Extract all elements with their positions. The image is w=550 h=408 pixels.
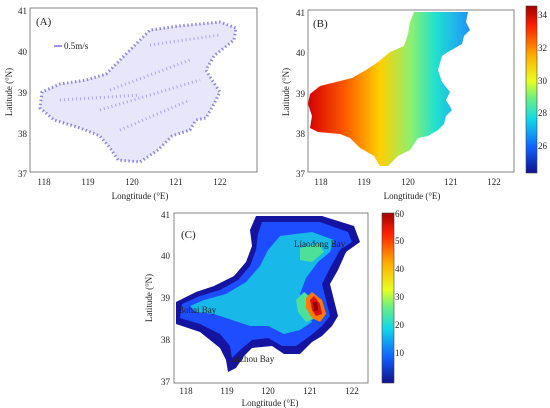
panel-c-colorbar-tick: 60 — [395, 209, 405, 219]
panel-c-colorbar-tick: 30 — [395, 292, 405, 302]
panel-b-colorbar-tick: 26 — [538, 141, 548, 151]
panel-b-colorbar-tick: 30 — [538, 76, 548, 86]
panel-a-xlabel: Longtitude (°E) — [112, 191, 169, 201]
panel-b-ytick: 40 — [296, 48, 306, 58]
place-label-bohai-bay: Bohai Bay — [178, 305, 217, 315]
panel-a-ytick: 37 — [18, 169, 28, 179]
panel-a-ytick: 41 — [18, 6, 27, 16]
panel-c-colorbar-tick: 50 — [395, 236, 405, 246]
panel-b-x-ticks: 118 119 120 121 122 — [314, 177, 500, 187]
panel-c-ytick: 41 — [161, 210, 170, 220]
panel-a: (A) 0.5m/s 118 119 120 121 122 41 40 39 … — [4, 6, 258, 201]
panel-a-xtick: 119 — [81, 177, 95, 187]
panel-a-ytick: 39 — [18, 88, 28, 98]
panel-b-xtick: 118 — [314, 177, 328, 187]
panel-b-xtick: 119 — [357, 177, 371, 187]
panel-b-label: (B) — [313, 18, 328, 30]
panel-c: (C) Liaodong Bay Bohai Bay Laizhou Bay 6… — [144, 209, 405, 408]
panel-c-xtick: 121 — [303, 386, 317, 396]
panel-b-ylabel: Latitude (°N) — [281, 68, 291, 116]
panel-c-label: (C) — [181, 229, 196, 241]
panel-c-ytick: 38 — [161, 335, 171, 345]
panel-b-xtick: 122 — [487, 177, 501, 187]
panel-b-colorbar-tick: 32 — [538, 43, 547, 53]
panel-b-ytick: 37 — [296, 169, 306, 179]
panel-c-colorbar — [381, 212, 395, 384]
panel-c-y-ticks: 41 40 39 38 37 — [161, 210, 171, 387]
panel-b-y-ticks: 41 40 39 38 37 — [296, 8, 306, 179]
panel-b-xtick: 121 — [444, 177, 458, 187]
panel-a-x-ticks: 118 119 120 121 122 — [37, 177, 226, 187]
panel-b-ytick: 39 — [296, 89, 306, 99]
panel-a-ylabel: Latitude (°N) — [4, 68, 14, 116]
panel-b-xtick: 120 — [401, 177, 415, 187]
panel-c-xtick: 119 — [220, 386, 234, 396]
panel-b: (B) 34 32 30 28 26 118 119 120 121 122 4… — [281, 5, 548, 201]
panel-b-colorbar-tick: 28 — [538, 108, 548, 118]
panel-a-y-ticks: 41 40 39 38 37 — [18, 6, 28, 179]
place-label-liaodong-bay: Liaodong Bay — [294, 239, 346, 249]
panel-b-xlabel: Longtitude (°E) — [384, 191, 441, 201]
panel-a-ytick: 38 — [18, 129, 28, 139]
panel-c-xtick: 122 — [345, 386, 359, 396]
panel-a-label: (A) — [36, 16, 52, 28]
panel-a-xtick: 121 — [169, 177, 183, 187]
panel-c-contour-map — [176, 216, 360, 372]
panel-c-ytick: 40 — [161, 251, 171, 261]
panel-c-ylabel: Latitude (°N) — [144, 274, 154, 322]
panel-c-colorbar-tick: 20 — [395, 320, 405, 330]
panel-c-ytick: 39 — [161, 293, 171, 303]
panel-a-scale-label: 0.5m/s — [64, 41, 89, 51]
panel-a-vector-field — [38, 20, 238, 164]
panel-c-x-ticks: 118 119 120 121 122 — [179, 386, 358, 396]
panel-c-colorbar-tick: 10 — [395, 348, 405, 358]
panel-c-ytick: 37 — [161, 377, 171, 387]
panel-a-xtick: 120 — [125, 177, 139, 187]
panel-a-ytick: 40 — [18, 47, 28, 57]
panel-c-xlabel: Longtitude (°E) — [242, 398, 299, 408]
panel-b-colorbar — [525, 5, 538, 174]
panel-a-xtick: 118 — [37, 177, 51, 187]
panel-c-xtick: 118 — [179, 386, 193, 396]
panel-b-ytick: 38 — [296, 129, 306, 139]
panel-b-colorbar-ticks: 34 32 30 28 26 — [538, 10, 548, 151]
panel-b-colorbar-tick: 34 — [538, 10, 548, 20]
panel-c-colorbar-ticks: 60 50 40 30 20 10 — [395, 209, 405, 358]
panel-a-xtick: 122 — [213, 177, 227, 187]
place-label-laizhou-bay: Laizhou Bay — [228, 354, 275, 364]
panel-c-colorbar-tick: 40 — [395, 264, 405, 274]
panel-c-xtick: 120 — [261, 386, 275, 396]
panel-b-ytick: 41 — [296, 8, 305, 18]
